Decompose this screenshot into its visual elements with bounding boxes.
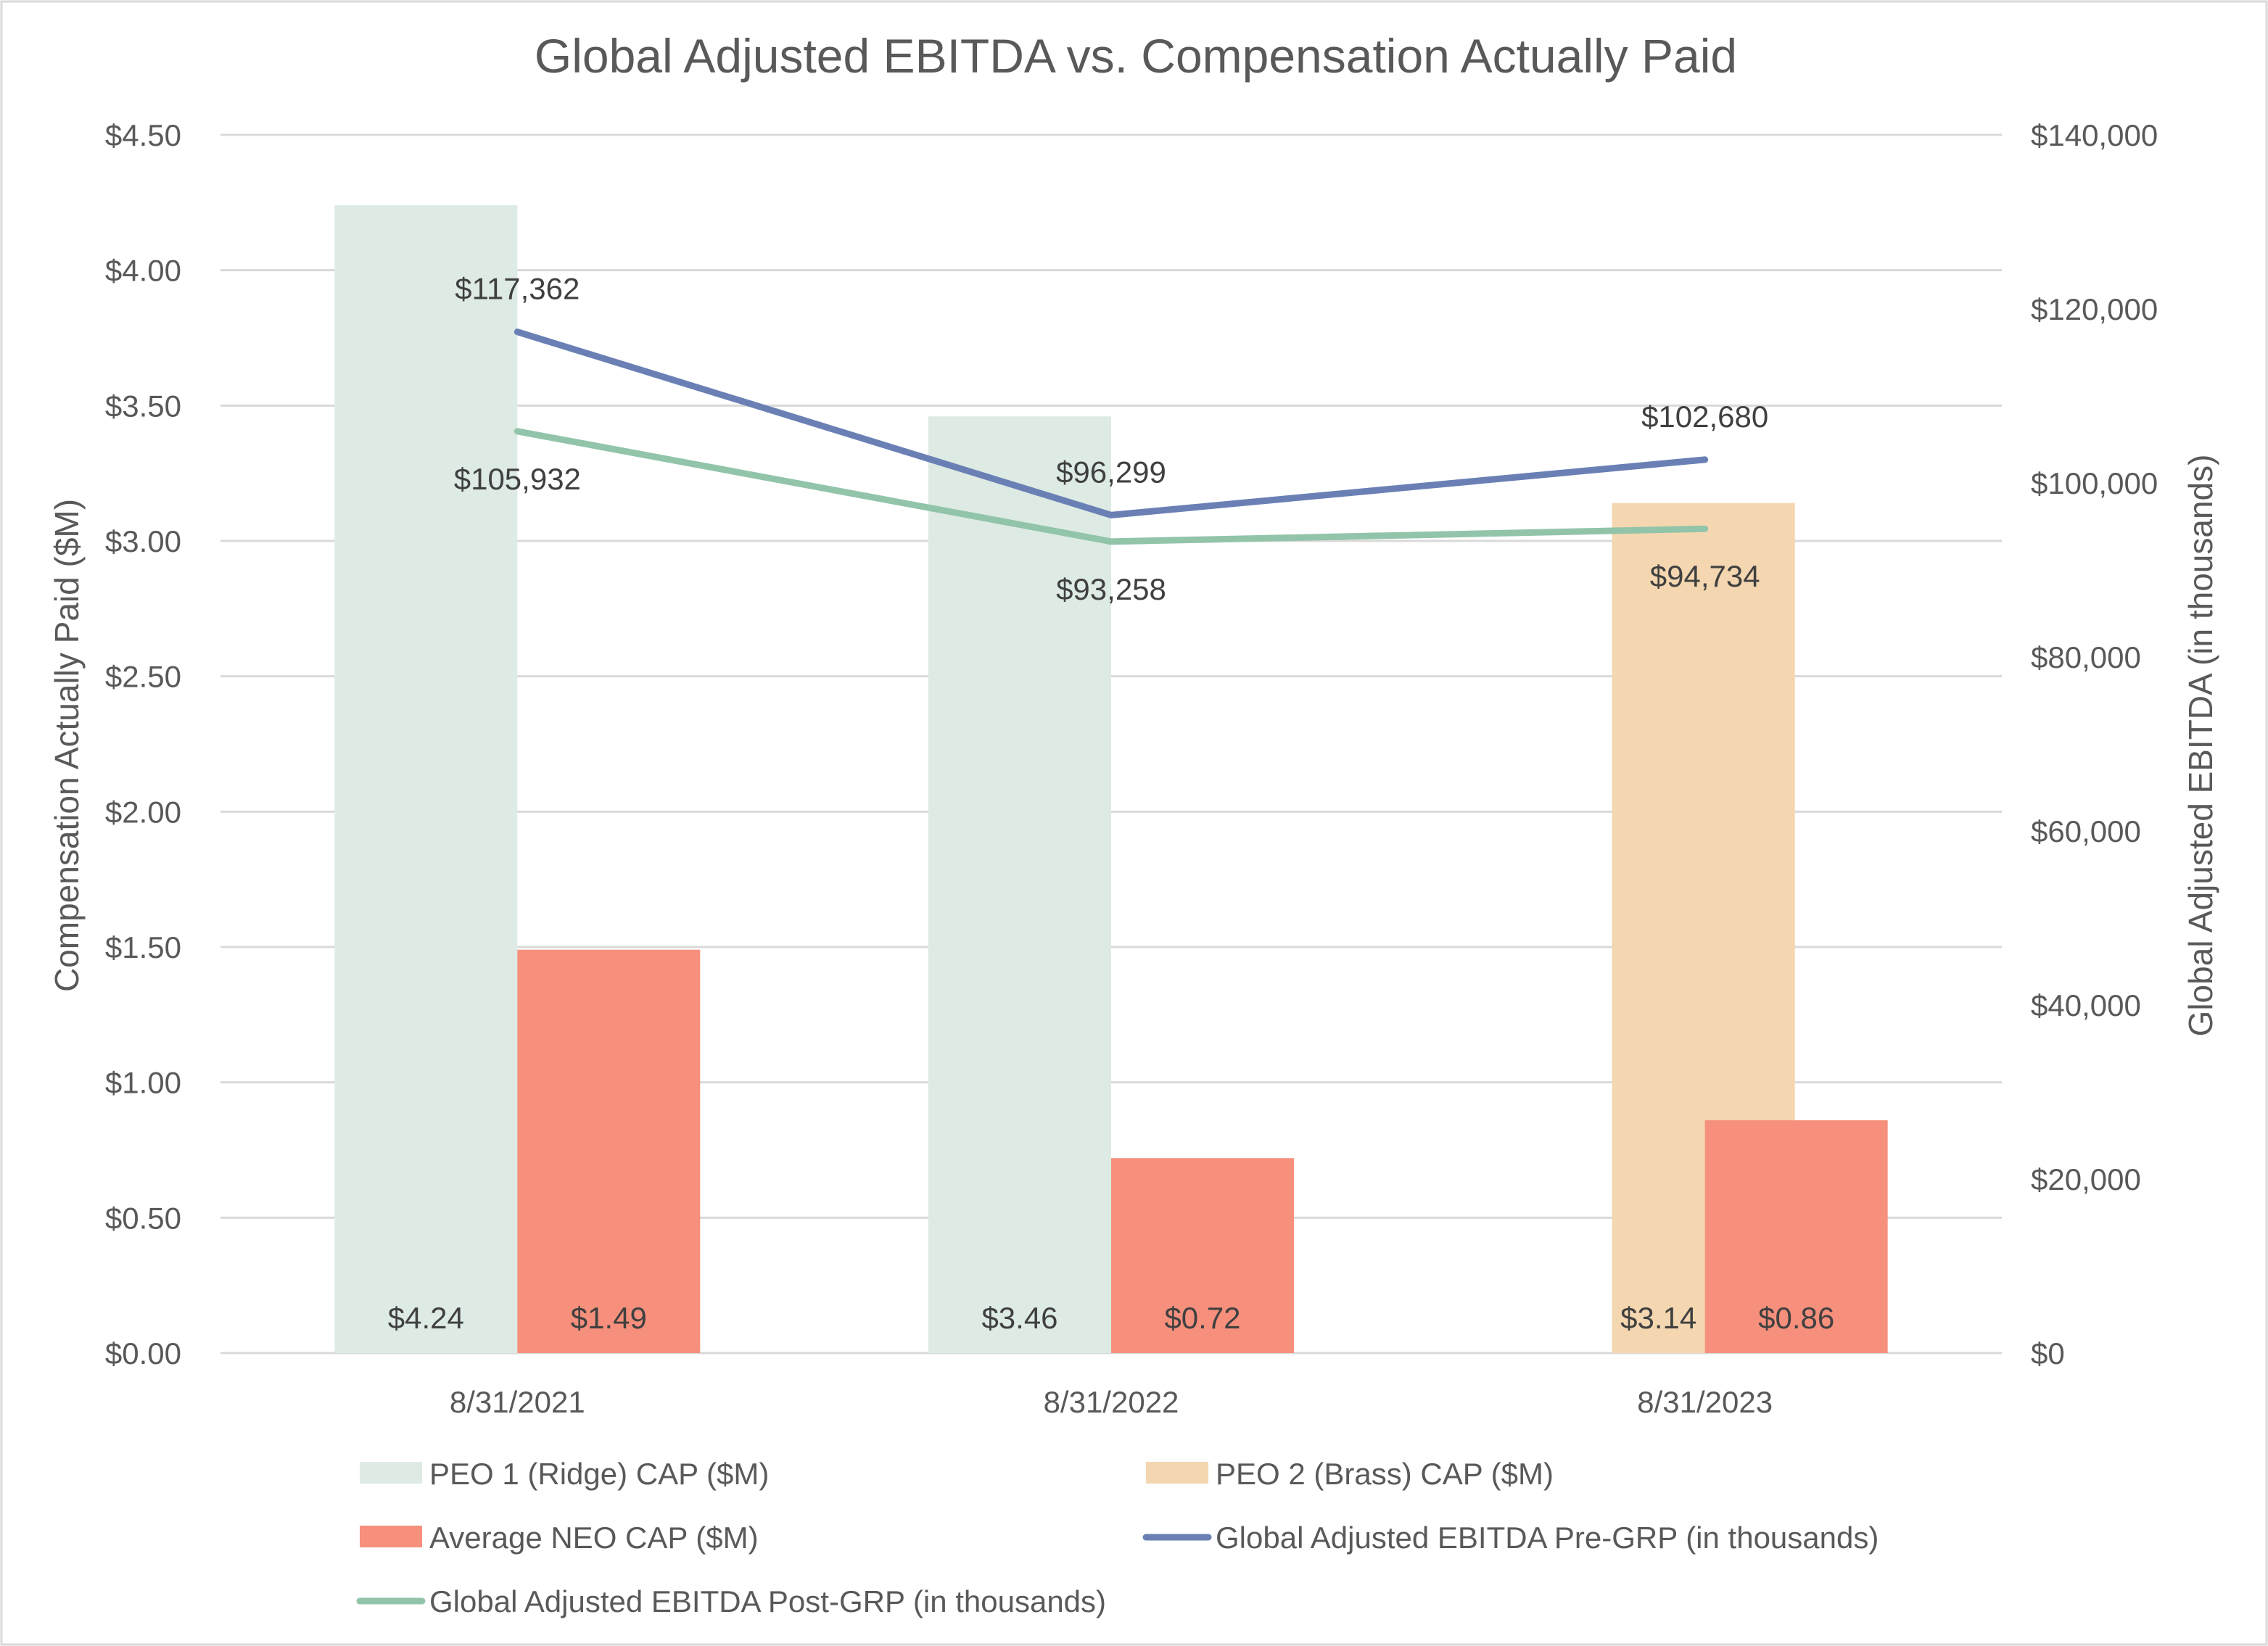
line-series <box>514 328 1709 518</box>
legend-label: PEO 1 (Ridge) CAP ($M) <box>429 1457 769 1491</box>
bar <box>1111 1158 1294 1353</box>
right-axis-title: Global Adjusted EBITDA (in thousands) <box>2182 455 2219 1037</box>
legend: PEO 1 (Ridge) CAP ($M) PEO 2 (Brass) CAP … <box>356 1457 1879 1618</box>
right-tick-label: $40,000 <box>2031 988 2141 1022</box>
right-tick-label: $20,000 <box>2031 1162 2141 1196</box>
legend-label: Global Adjusted EBITDA Pre-GRP (in thous… <box>1216 1521 1879 1555</box>
left-tick-label: $4.50 <box>105 118 181 152</box>
legend-label: Global Adjusted EBITDA Post-GRP (in thou… <box>429 1584 1106 1618</box>
right-tick-label: $120,000 <box>2031 292 2158 326</box>
line-data-label: $94,734 <box>1650 559 1760 593</box>
line-data-label: $96,299 <box>1056 455 1166 489</box>
bar-data-label: $0.86 <box>1758 1301 1834 1335</box>
legend-swatch <box>1146 1462 1208 1484</box>
line-data-label: $105,932 <box>454 462 581 496</box>
bar <box>517 949 701 1353</box>
legend-swatch <box>360 1462 422 1484</box>
left-tick-label: $3.00 <box>105 524 181 558</box>
right-tick-label: $60,000 <box>2031 814 2141 848</box>
bar-data-label: $3.14 <box>1620 1301 1696 1335</box>
left-tick-label: $1.00 <box>105 1066 181 1100</box>
x-tick-label: 8/31/2023 <box>1637 1385 1773 1419</box>
left-tick-label: $4.00 <box>105 254 181 288</box>
bar <box>334 205 518 1354</box>
right-tick-label: $100,000 <box>2031 466 2158 500</box>
bar <box>1704 1120 1888 1353</box>
x-tick-label: 8/31/2022 <box>1044 1385 1179 1419</box>
data-labels: $4.24 $3.46 $3.14 $1.49 $0.72 $0.86 $117,362 $9… <box>388 272 1834 1335</box>
left-tick-label: $0.00 <box>105 1336 181 1370</box>
line-data-label: $102,680 <box>1641 400 1768 434</box>
legend-swatch <box>360 1526 422 1547</box>
x-tick-label: 8/31/2021 <box>450 1385 585 1419</box>
bar-data-label: $3.46 <box>981 1301 1057 1335</box>
bar <box>928 416 1111 1354</box>
bar-data-label: $0.72 <box>1164 1301 1240 1335</box>
right-tick-label: $80,000 <box>2031 640 2141 674</box>
lines <box>514 328 1709 545</box>
left-axis-title: Compensation Actually Paid ($M) <box>48 499 86 992</box>
axes: $0.00 $0.50 $1.00 $1.50 $2.00 $2.50 $3.00 $3.50… <box>105 118 2158 1419</box>
legend-label: PEO 2 (Brass) CAP ($M) <box>1216 1457 1554 1491</box>
bar-data-label: $4.24 <box>388 1301 464 1335</box>
right-tick-label: $140,000 <box>2031 118 2158 152</box>
left-tick-label: $0.50 <box>105 1201 181 1235</box>
line-data-label: $117,362 <box>455 272 580 306</box>
bars <box>334 205 1888 1354</box>
bar-data-label: $1.49 <box>571 1301 647 1335</box>
line-series <box>514 428 1709 545</box>
chart-title: Global Adjusted EBITDA vs. Compensation … <box>535 29 1737 83</box>
line-data-label: $93,258 <box>1056 572 1166 606</box>
left-tick-label: $2.00 <box>105 795 181 829</box>
left-tick-label: $2.50 <box>105 660 181 694</box>
legend-label: Average NEO CAP ($M) <box>429 1521 759 1555</box>
right-tick-label: $0 <box>2031 1336 2065 1370</box>
left-tick-label: $1.50 <box>105 930 181 964</box>
left-tick-label: $3.50 <box>105 389 181 423</box>
